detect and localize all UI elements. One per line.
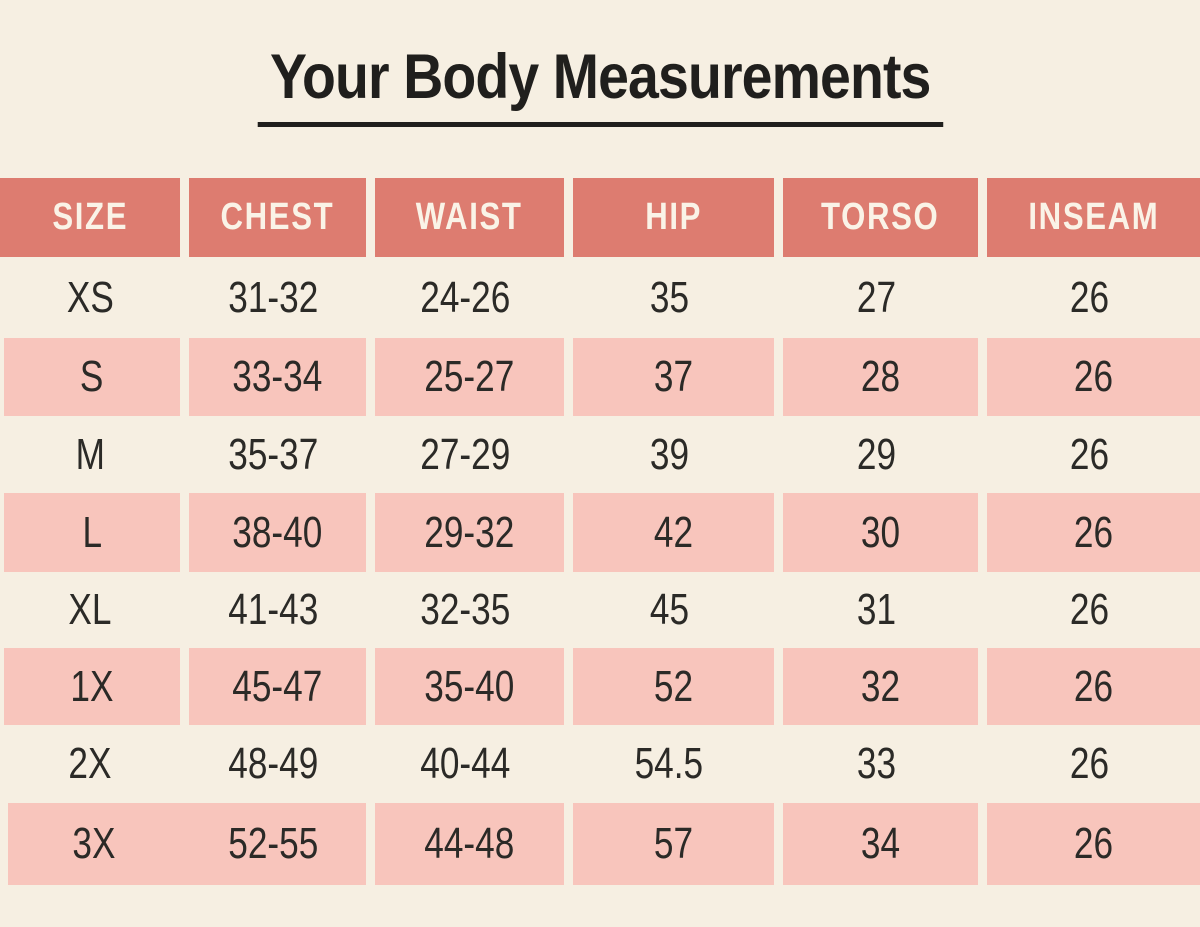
table-cell: 26	[978, 338, 1200, 416]
table-cell: 28	[774, 338, 978, 416]
size-cell: L	[0, 493, 180, 572]
title-container: Your Body Measurements	[0, 0, 1200, 178]
table-cell: 45-47	[180, 648, 366, 725]
size-cell: 2X	[0, 725, 180, 803]
table-cell: 35-37	[180, 416, 366, 493]
table-cell: 41-43	[180, 572, 366, 648]
table-cell: 57	[564, 803, 774, 885]
table-cell: 38-40	[180, 493, 366, 572]
column-header-torso: TORSO	[774, 178, 978, 257]
table-cell: 52-55	[180, 803, 366, 885]
table-cell: 29-32	[366, 493, 564, 572]
table-cell: 33	[774, 725, 978, 803]
table-cell: 26	[978, 257, 1200, 338]
table-cell: 45	[564, 572, 774, 648]
column-header-inseam: INSEAM	[978, 178, 1200, 257]
table-cell: 26	[978, 648, 1200, 725]
table-cell: 32-35	[366, 572, 564, 648]
column-header-chest: CHEST	[180, 178, 366, 257]
table-cell: 24-26	[366, 257, 564, 338]
table-cell: 35	[564, 257, 774, 338]
table-cell: 33-34	[180, 338, 366, 416]
table-cell: 26	[978, 493, 1200, 572]
table-cell: 27	[774, 257, 978, 338]
size-cell: M	[0, 416, 180, 493]
table-cell: 25-27	[366, 338, 564, 416]
table-cell: 26	[978, 803, 1200, 885]
size-cell: 3X	[0, 803, 180, 885]
table-cell: 29	[774, 416, 978, 493]
size-cell: S	[0, 338, 180, 416]
column-header-waist: WAIST	[366, 178, 564, 257]
table-cell: 31-32	[180, 257, 366, 338]
table-cell: 40-44	[366, 725, 564, 803]
table-cell: 30	[774, 493, 978, 572]
table-cell: 39	[564, 416, 774, 493]
table-cell: 35-40	[366, 648, 564, 725]
size-cell: XL	[0, 572, 180, 648]
table-cell: 26	[978, 416, 1200, 493]
measurements-table: SIZE CHEST WAIST HIP TORSO INSEAM XS 31-32 24-26…	[0, 178, 1200, 885]
size-cell: XS	[0, 257, 180, 338]
table-cell: 54.5	[564, 725, 774, 803]
column-header-hip: HIP	[564, 178, 774, 257]
page-title: Your Body Measurements	[257, 41, 943, 127]
table-cell: 27-29	[366, 416, 564, 493]
table-cell: 37	[564, 338, 774, 416]
table-cell: 34	[774, 803, 978, 885]
table-cell: 52	[564, 648, 774, 725]
table-cell: 44-48	[366, 803, 564, 885]
table-cell: 32	[774, 648, 978, 725]
column-header-size: SIZE	[0, 178, 180, 257]
table-cell: 26	[978, 572, 1200, 648]
table-cell: 42	[564, 493, 774, 572]
table-cell: 48-49	[180, 725, 366, 803]
table-cell: 31	[774, 572, 978, 648]
size-cell: 1X	[0, 648, 180, 725]
table-cell: 26	[978, 725, 1200, 803]
